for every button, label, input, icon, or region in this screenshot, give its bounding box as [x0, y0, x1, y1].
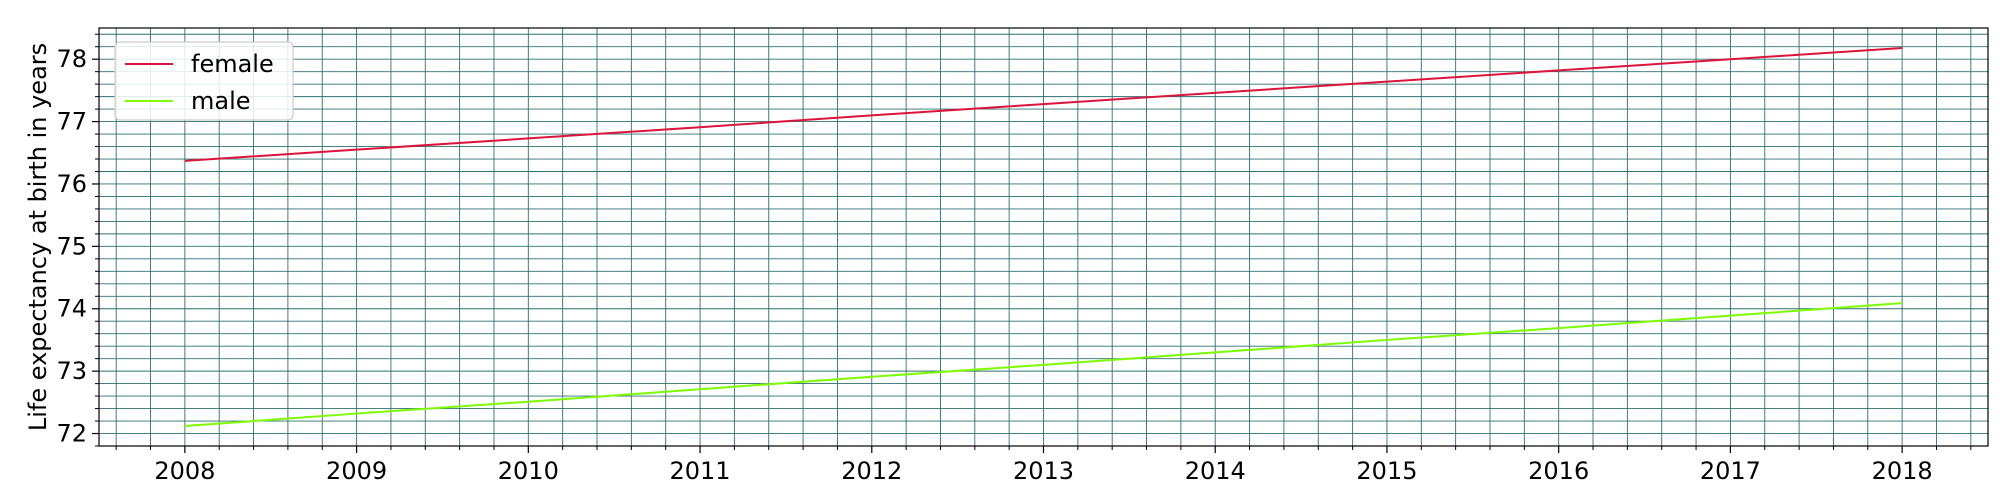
- legend-label-male: male: [191, 87, 251, 115]
- x-tick-label: 2016: [1528, 457, 1589, 485]
- x-tick-label: 2015: [1356, 457, 1417, 485]
- y-tick-label: 76: [56, 170, 87, 198]
- x-tick-label: 2013: [1013, 457, 1074, 485]
- series-lines: [184, 46, 1903, 428]
- x-tick-label: 2014: [1185, 457, 1246, 485]
- grid-lines: [99, 28, 1988, 447]
- y-tick-label: 73: [56, 357, 87, 385]
- legend: female male: [114, 41, 294, 121]
- axis-ticks: [92, 33, 1972, 453]
- y-tick-label: 77: [56, 108, 87, 136]
- legend-label-female: female: [191, 50, 274, 78]
- x-tick-label: 2012: [841, 457, 902, 485]
- series-line-male: [184, 302, 1903, 428]
- x-tick-label: 2010: [498, 457, 559, 485]
- x-tick-label: 2017: [1700, 457, 1761, 485]
- y-tick-label: 78: [56, 45, 87, 73]
- y-tick-label: 75: [56, 232, 87, 260]
- x-tick-labels: 2008 2009 2010 2011 2012 2013 2014 2015 2016 2017…: [154, 457, 1932, 485]
- x-tick-label: 2008: [154, 457, 215, 485]
- y-tick-label: 72: [56, 420, 87, 448]
- y-axis-title: Life expectancy at birth in years: [24, 43, 52, 431]
- y-tick-labels: 72 73 74 75 76 77 78: [56, 45, 87, 447]
- series-line-female: [184, 46, 1903, 162]
- y-tick-label: 74: [56, 295, 87, 323]
- x-tick-label: 2018: [1872, 457, 1933, 485]
- x-tick-label: 2011: [670, 457, 731, 485]
- x-tick-label: 2009: [326, 457, 387, 485]
